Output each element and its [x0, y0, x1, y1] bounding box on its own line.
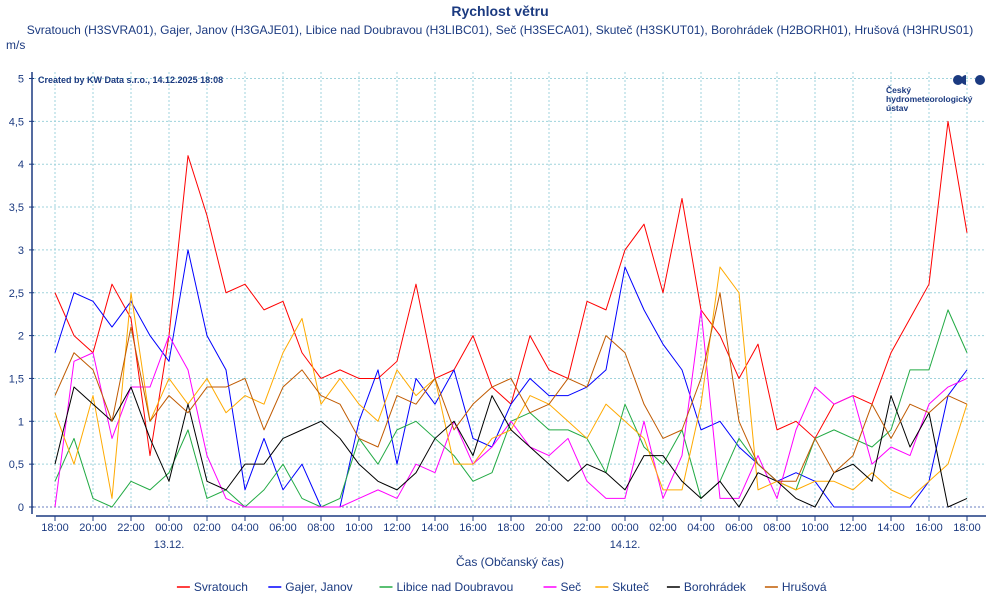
x-date-label: 13.12.	[154, 539, 185, 551]
x-tick-label: 04:00	[231, 522, 259, 534]
y-tick-label: 4,5	[9, 116, 24, 128]
x-date-label: 14.12.	[610, 539, 641, 551]
y-tick-label: 3	[18, 245, 24, 257]
y-tick-label: 0,5	[9, 459, 24, 471]
x-tick-label: 18:00	[41, 522, 69, 534]
legend-label: Seč	[561, 580, 582, 594]
legend: Svratouch Gajer, Janov Libice nad Doubravo…	[176, 580, 827, 594]
logo-circle-left	[953, 75, 963, 85]
y-axis-unit: m/s	[6, 38, 25, 52]
x-tick-label: 22:00	[117, 522, 145, 534]
legend-label: Borohrádek	[684, 580, 747, 594]
x-tick-label: 00:00	[155, 522, 183, 534]
logo-half-circle	[961, 75, 966, 85]
series-lines	[54, 120, 968, 508]
series-line-5	[54, 386, 968, 508]
x-tick-label: 12:00	[383, 522, 411, 534]
x-tick-label: 18:00	[497, 522, 525, 534]
chart-subtitle: Svratouch (H3SVRA01), Gajer, Janov (H3GA…	[27, 23, 973, 37]
x-tick-label: 02:00	[649, 522, 677, 534]
logo-line-1: Český	[886, 84, 911, 95]
y-tick-label: 5	[18, 74, 24, 86]
x-tick-label: 16:00	[915, 522, 943, 534]
credit-text: Created by KW Data s.r.o., 14.12.2025 18…	[38, 75, 223, 85]
series-line-3	[54, 309, 968, 508]
legend-label: Skuteč	[612, 580, 649, 594]
chart-title: Rychlost větru	[451, 3, 548, 19]
legend-label: Libice nad Doubravou	[397, 580, 514, 594]
x-tick-label: 14:00	[421, 522, 449, 534]
x-tick-label: 08:00	[307, 522, 335, 534]
x-tick-label: 16:00	[459, 522, 487, 534]
x-tick-label: 14:00	[877, 522, 905, 534]
x-tick-label: 22:00	[573, 522, 601, 534]
legend-label: Hrušová	[782, 580, 827, 594]
x-tick-label: 10:00	[801, 522, 829, 534]
x-tick-label: 02:00	[193, 522, 221, 534]
x-tick-label: 20:00	[535, 522, 563, 534]
y-tick-label: 2	[18, 331, 24, 343]
x-tick-label: 00:00	[611, 522, 639, 534]
x-tick-label: 12:00	[839, 522, 867, 534]
y-tick-label: 3,5	[9, 202, 24, 214]
x-tick-label: 18:00	[953, 522, 981, 534]
y-tick-label: 1	[18, 416, 24, 428]
logo-line-2: hydrometeorologický	[886, 94, 973, 104]
x-tick-label: 08:00	[763, 522, 791, 534]
series-line-6	[54, 292, 968, 482]
grid	[34, 72, 985, 508]
x-axis-label: Čas (Občanský čas)	[456, 554, 564, 569]
legend-label: Gajer, Janov	[285, 580, 352, 594]
x-tick-label: 04:00	[687, 522, 715, 534]
logo-line-3: ústav	[886, 103, 908, 113]
y-tick-label: 0	[18, 502, 24, 514]
legend-label: Svratouch	[194, 580, 248, 594]
y-tick-label: 1,5	[9, 373, 24, 385]
axes: 0 0,5 1 1,5 2 2,5 3 3,5 4 4,5 5 18:00 20:00 22:00 00:0…	[9, 72, 986, 551]
y-tick-label: 4	[18, 159, 24, 171]
logo-circle-right	[975, 75, 985, 85]
x-tick-label: 20:00	[79, 522, 107, 534]
chmi-logo: Český hydrometeorologický ústav	[886, 75, 985, 113]
x-tick-label: 10:00	[345, 522, 373, 534]
x-tick-label: 06:00	[725, 522, 753, 534]
y-tick-label: 2,5	[9, 288, 24, 300]
x-tick-label: 06:00	[269, 522, 297, 534]
